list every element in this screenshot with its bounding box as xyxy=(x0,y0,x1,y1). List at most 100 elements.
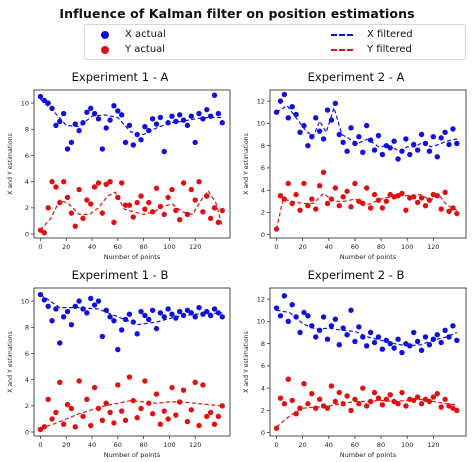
y-actual-point xyxy=(442,396,448,402)
x-actual-point xyxy=(379,151,386,158)
x-actual-point xyxy=(115,108,121,114)
y-actual-point xyxy=(313,206,319,212)
panel-title-experiment-2a: Experiment 2 - A xyxy=(307,70,405,84)
y-actual-point xyxy=(88,201,94,207)
x-actual-point xyxy=(375,132,382,139)
x-tick-label: 40 xyxy=(325,441,333,449)
x-actual-point xyxy=(450,323,456,329)
x-actual-point xyxy=(426,342,433,348)
x-tick-label: 120 xyxy=(427,243,439,251)
legend-x-filtered-marker xyxy=(331,33,353,36)
y-actual-point xyxy=(367,205,374,211)
y-actual-point xyxy=(45,205,51,211)
x-actual-point xyxy=(192,314,198,320)
y-actual-point xyxy=(442,189,448,196)
x-actual-point xyxy=(134,331,140,337)
y-actual-point xyxy=(173,412,179,418)
x-actual-point xyxy=(211,306,218,312)
x-actual-point xyxy=(434,154,440,160)
x-actual-point xyxy=(153,325,160,332)
y-actual-point xyxy=(399,190,405,197)
x-actual-point xyxy=(352,338,358,345)
y-actual-point xyxy=(126,374,133,380)
plot-frame xyxy=(33,89,231,239)
y-actual-point xyxy=(273,425,280,431)
x-actual-point xyxy=(438,135,444,141)
x-tick-label: 100 xyxy=(163,243,175,251)
plot-frame xyxy=(269,287,467,437)
y-actual-point xyxy=(285,180,291,187)
y-actual-point xyxy=(277,395,284,401)
chart-experiment-3b: 0 20 40 60 80 100 120 0 2 4 6 8 10 12 Number of points… xyxy=(243,287,467,459)
x-actual-point xyxy=(184,307,191,313)
y-actual-point xyxy=(134,199,140,206)
y-actual-point xyxy=(297,405,303,411)
x-actual-point xyxy=(207,312,214,319)
x-actual-point xyxy=(348,125,354,131)
x-actual-point xyxy=(391,138,397,144)
x-actual-point xyxy=(49,318,55,324)
x-actual-point xyxy=(422,334,429,340)
x-actual-point xyxy=(103,125,109,131)
x-actual-point xyxy=(64,146,71,152)
y-actual-point xyxy=(118,180,125,186)
y-actual-point xyxy=(153,185,160,191)
y-actual-point xyxy=(207,409,214,416)
y-actual-point xyxy=(446,403,452,409)
y-actual-point xyxy=(68,210,75,216)
y-actual-point xyxy=(192,197,198,203)
x-actual-point xyxy=(204,106,210,113)
x-tick-label: 40 xyxy=(88,441,96,449)
y-actual-point xyxy=(332,185,339,191)
y-actual-point xyxy=(418,195,425,201)
x-actual-point xyxy=(320,314,327,320)
y-actual-point xyxy=(95,180,102,186)
x-actual-point xyxy=(344,148,350,154)
x-actual-point xyxy=(161,148,167,155)
y-actual-point xyxy=(157,421,164,427)
x-actual-point xyxy=(76,298,82,304)
y-tick-label: 2 xyxy=(261,407,265,415)
x-actual-point xyxy=(72,121,78,127)
y-actual-point xyxy=(340,194,346,200)
y-actual-point xyxy=(188,186,195,193)
x-actual-point xyxy=(403,136,409,142)
y-tick-label: 10 xyxy=(21,99,29,107)
x-actual-point xyxy=(84,310,90,316)
y-actual-point xyxy=(149,209,156,215)
x-actual-point xyxy=(289,301,295,308)
x-actual-point xyxy=(49,105,55,112)
y-actual-point xyxy=(375,197,382,203)
x-filtered-line xyxy=(40,294,223,326)
x-actual-point xyxy=(383,142,389,149)
y-actual-point xyxy=(165,194,171,201)
y-actual-point xyxy=(305,401,311,407)
x-actual-point xyxy=(320,136,327,142)
x-actual-point xyxy=(293,111,299,118)
x-actual-point xyxy=(153,121,160,127)
x-actual-point xyxy=(177,112,183,118)
x-tick-label: 80 xyxy=(139,441,147,449)
x-actual-point xyxy=(367,329,374,336)
legend: X actual Y actual X filtered Y filtered xyxy=(84,24,466,60)
legend-y-actual-marker xyxy=(101,45,109,54)
y-actual-point xyxy=(200,209,206,215)
y-tick-label: 2 xyxy=(25,204,29,212)
y-actual-point xyxy=(204,413,210,420)
x-axis-label: Number of points xyxy=(340,253,397,261)
legend-x-filtered-label: X filtered xyxy=(367,29,413,40)
panel-experiment-2a: Experiment 2 - A 0 20 40 60 80 100 120 0 2 4 6 8 10 1… xyxy=(240,68,472,264)
x-actual-point xyxy=(418,131,425,138)
x-actual-point xyxy=(161,314,167,320)
x-actual-point xyxy=(99,333,106,340)
y-tick-label: 4 xyxy=(25,178,29,186)
x-tick-label: 0 xyxy=(38,243,42,251)
y-tick-label: 0 xyxy=(25,428,29,436)
y-actual-point xyxy=(57,199,63,206)
panel-experiment-1b: Experiment 1 - B 0 20 40 60 80 100 120 0 2 4 6 8 10 N… xyxy=(4,266,236,462)
y-actual-point xyxy=(434,391,440,397)
x-actual-point xyxy=(360,149,366,156)
y-actual-point xyxy=(88,422,94,429)
y-actual-point xyxy=(438,404,444,410)
x-actual-point xyxy=(407,151,413,158)
